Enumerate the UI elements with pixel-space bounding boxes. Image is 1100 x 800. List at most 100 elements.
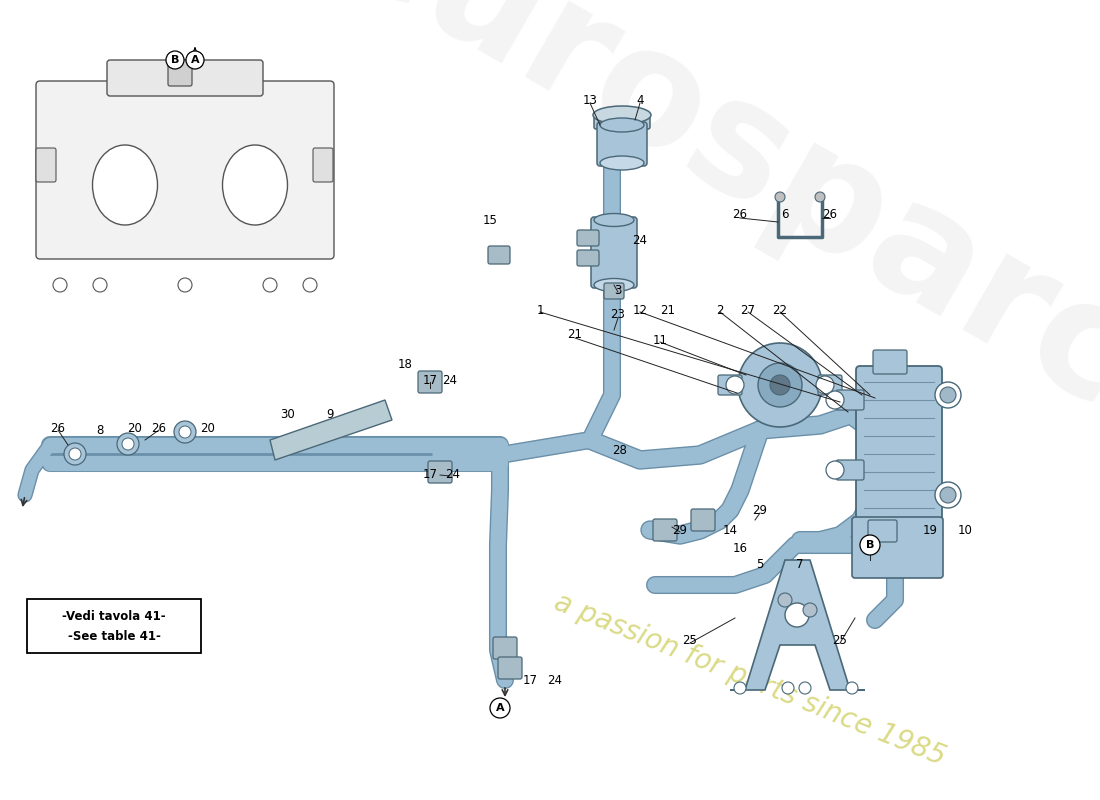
Polygon shape: [730, 560, 865, 690]
Circle shape: [799, 682, 811, 694]
Text: 28: 28: [613, 443, 627, 457]
Circle shape: [174, 421, 196, 443]
Circle shape: [785, 603, 808, 627]
Circle shape: [490, 698, 510, 718]
Circle shape: [69, 448, 81, 460]
Circle shape: [778, 593, 792, 607]
Circle shape: [178, 278, 192, 292]
FancyBboxPatch shape: [168, 60, 192, 86]
Text: A: A: [496, 703, 504, 713]
FancyBboxPatch shape: [498, 657, 522, 679]
Text: a passion for parts since 1985: a passion for parts since 1985: [550, 589, 949, 771]
FancyBboxPatch shape: [873, 350, 908, 374]
FancyBboxPatch shape: [428, 461, 452, 483]
Text: 11: 11: [652, 334, 668, 346]
Circle shape: [770, 375, 790, 395]
Text: 9: 9: [327, 409, 333, 422]
Text: 26: 26: [51, 422, 66, 434]
Circle shape: [826, 461, 844, 479]
Circle shape: [117, 433, 139, 455]
FancyBboxPatch shape: [594, 113, 650, 129]
FancyBboxPatch shape: [578, 230, 600, 246]
Circle shape: [726, 376, 744, 394]
FancyBboxPatch shape: [36, 81, 334, 259]
Text: 14: 14: [723, 523, 737, 537]
FancyBboxPatch shape: [604, 283, 624, 299]
Text: 19: 19: [923, 523, 937, 537]
Circle shape: [940, 487, 956, 503]
Text: B: B: [866, 540, 874, 550]
Circle shape: [263, 278, 277, 292]
Text: 27: 27: [740, 303, 756, 317]
Ellipse shape: [222, 145, 287, 225]
Circle shape: [179, 426, 191, 438]
Text: 18: 18: [397, 358, 412, 371]
Circle shape: [758, 363, 802, 407]
Ellipse shape: [600, 156, 643, 170]
Text: 1: 1: [537, 303, 543, 317]
Text: 20: 20: [200, 422, 216, 434]
Text: eurosparces: eurosparces: [302, 0, 1100, 543]
Text: 22: 22: [772, 303, 788, 317]
Circle shape: [122, 438, 134, 450]
Circle shape: [302, 278, 317, 292]
Circle shape: [935, 482, 961, 508]
Text: 30: 30: [280, 409, 296, 422]
Text: B: B: [170, 55, 179, 65]
Text: 24: 24: [442, 374, 458, 386]
FancyBboxPatch shape: [653, 519, 676, 541]
Circle shape: [776, 192, 785, 202]
FancyBboxPatch shape: [418, 371, 442, 393]
Ellipse shape: [593, 106, 651, 124]
Text: 15: 15: [483, 214, 497, 226]
FancyBboxPatch shape: [718, 375, 743, 395]
FancyBboxPatch shape: [852, 517, 943, 578]
Ellipse shape: [600, 118, 643, 132]
Circle shape: [64, 443, 86, 465]
Text: 4: 4: [636, 94, 644, 106]
Text: 13: 13: [583, 94, 597, 106]
Ellipse shape: [594, 214, 634, 226]
Text: 2: 2: [716, 303, 724, 317]
Circle shape: [815, 192, 825, 202]
Text: 5: 5: [757, 558, 763, 571]
Ellipse shape: [594, 278, 634, 291]
Circle shape: [738, 343, 822, 427]
Text: 12: 12: [632, 303, 648, 317]
FancyBboxPatch shape: [314, 148, 333, 182]
Circle shape: [803, 603, 817, 617]
Text: 29: 29: [672, 523, 688, 537]
Circle shape: [734, 682, 746, 694]
Text: 29: 29: [752, 503, 768, 517]
FancyBboxPatch shape: [578, 250, 600, 266]
Text: 26: 26: [823, 209, 837, 222]
Text: 16: 16: [733, 542, 748, 554]
Text: -See table 41-: -See table 41-: [67, 630, 161, 642]
Text: 3: 3: [614, 283, 622, 297]
Text: 24: 24: [446, 467, 461, 481]
Text: 25: 25: [683, 634, 697, 646]
Text: 17: 17: [422, 469, 438, 482]
FancyBboxPatch shape: [691, 509, 715, 531]
Text: 6: 6: [781, 209, 789, 222]
FancyBboxPatch shape: [107, 60, 263, 96]
Text: 21: 21: [568, 329, 583, 342]
FancyBboxPatch shape: [856, 366, 942, 529]
Text: 23: 23: [610, 309, 626, 322]
Circle shape: [860, 535, 880, 555]
Circle shape: [53, 278, 67, 292]
Text: 26: 26: [152, 422, 166, 434]
FancyBboxPatch shape: [836, 390, 864, 410]
Text: 26: 26: [733, 209, 748, 222]
FancyBboxPatch shape: [591, 217, 637, 288]
FancyBboxPatch shape: [493, 637, 517, 659]
Circle shape: [940, 387, 956, 403]
Text: 24: 24: [632, 234, 648, 246]
Circle shape: [935, 382, 961, 408]
FancyBboxPatch shape: [836, 460, 864, 480]
Text: 20: 20: [128, 422, 142, 434]
Ellipse shape: [92, 145, 157, 225]
Text: 7: 7: [796, 558, 804, 571]
Text: 24: 24: [548, 674, 562, 686]
FancyBboxPatch shape: [488, 246, 510, 264]
